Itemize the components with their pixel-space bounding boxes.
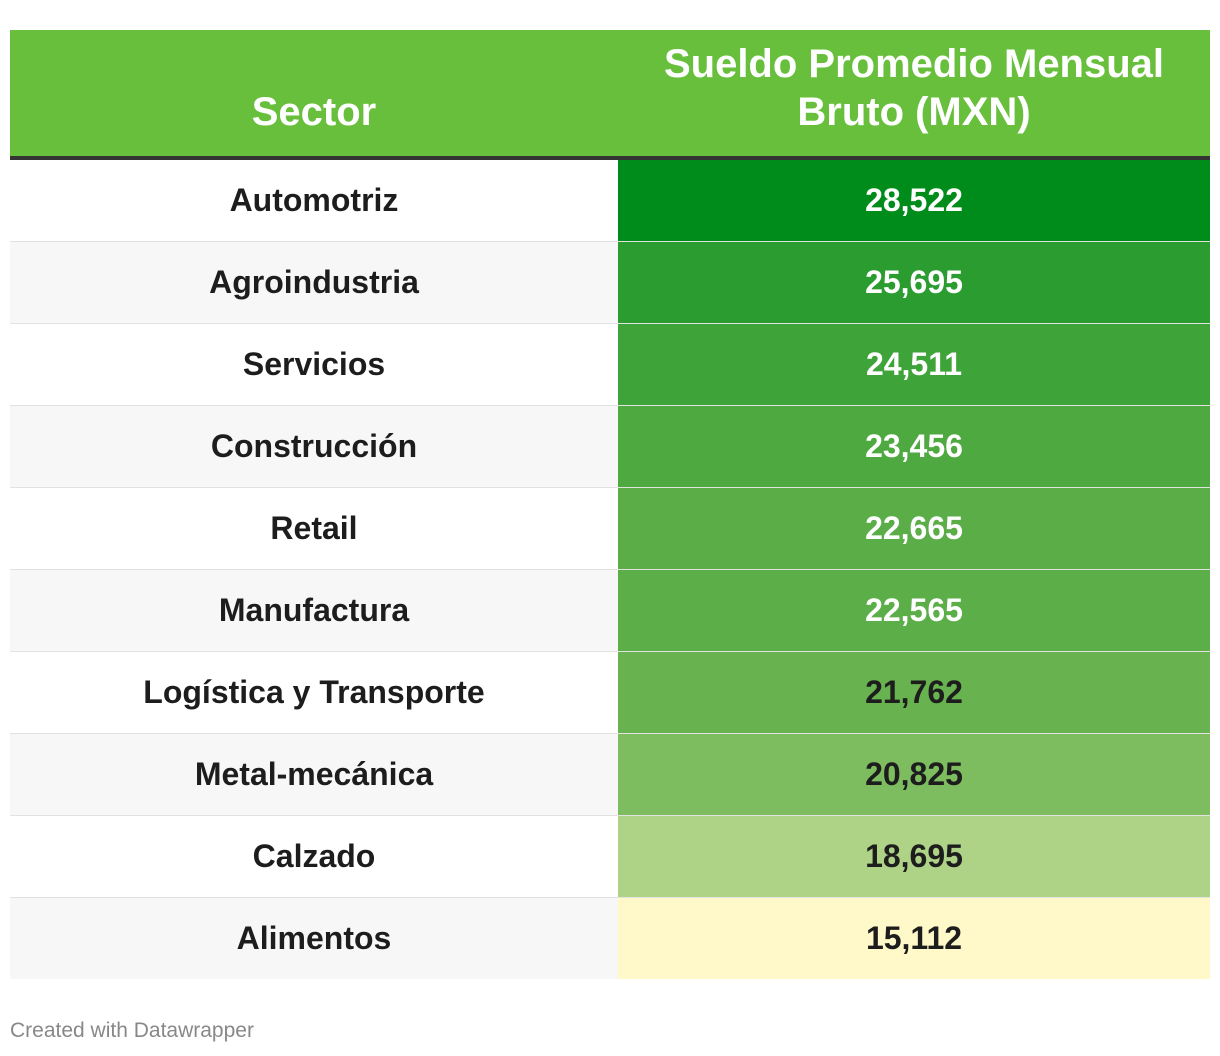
cell-salary: 20,825 — [618, 733, 1210, 816]
cell-salary: 24,511 — [618, 323, 1210, 406]
table-row: Metal-mecánica 20,825 — [10, 733, 1210, 816]
header-salary[interactable]: Sueldo Promedio Mensual Bruto (MXN) — [618, 30, 1210, 160]
table-row: Manufactura 22,565 — [10, 569, 1210, 652]
cell-sector: Agroindustria — [10, 241, 618, 324]
table-row: Retail 22,665 — [10, 487, 1210, 570]
cell-salary: 22,665 — [618, 487, 1210, 570]
cell-sector: Manufactura — [10, 569, 618, 652]
cell-salary: 22,565 — [618, 569, 1210, 652]
cell-salary: 15,112 — [618, 897, 1210, 979]
table-row: Logística y Transporte 21,762 — [10, 651, 1210, 734]
cell-salary: 23,456 — [618, 405, 1210, 488]
salary-table-container: Sector Sueldo Promedio Mensual Bruto (MX… — [10, 30, 1210, 979]
header-sector[interactable]: Sector — [10, 30, 618, 160]
cell-sector: Alimentos — [10, 897, 618, 979]
cell-salary: 25,695 — [618, 241, 1210, 324]
cell-sector: Automotriz — [10, 158, 618, 242]
cell-sector: Servicios — [10, 323, 618, 406]
salary-table: Sector Sueldo Promedio Mensual Bruto (MX… — [10, 30, 1210, 979]
table-body: Automotriz 28,522 Agroindustria 25,695 Servi… — [10, 158, 1210, 979]
table-row: Servicios 24,511 — [10, 323, 1210, 406]
table-header-row: Sector Sueldo Promedio Mensual Bruto (MX… — [10, 30, 1210, 160]
cell-sector: Logística y Transporte — [10, 651, 618, 734]
cell-salary: 28,522 — [618, 158, 1210, 242]
cell-salary: 21,762 — [618, 651, 1210, 734]
footer-credit: Created with Datawrapper — [10, 1019, 254, 1042]
cell-sector: Calzado — [10, 815, 618, 898]
cell-salary: 18,695 — [618, 815, 1210, 898]
cell-sector: Metal-mecánica — [10, 733, 618, 816]
table-row: Calzado 18,695 — [10, 815, 1210, 898]
table-row: Alimentos 15,112 — [10, 897, 1210, 979]
table-row: Agroindustria 25,695 — [10, 241, 1210, 324]
table-row: Automotriz 28,522 — [10, 158, 1210, 242]
cell-sector: Retail — [10, 487, 618, 570]
table-row: Construcción 23,456 — [10, 405, 1210, 488]
cell-sector: Construcción — [10, 405, 618, 488]
